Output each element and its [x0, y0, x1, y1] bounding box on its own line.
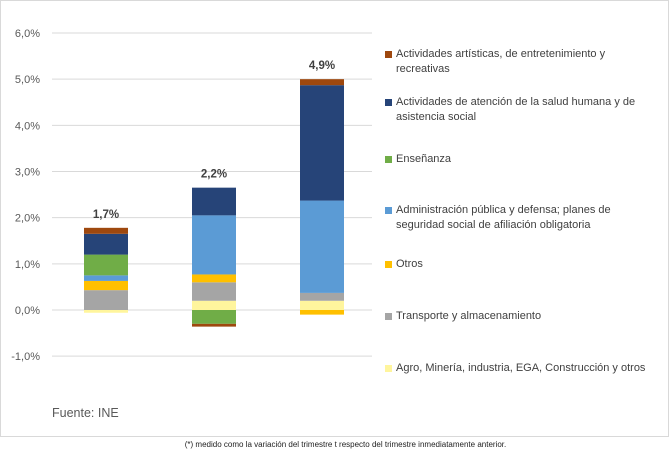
legend-label: Enseñanza	[396, 153, 452, 165]
legend-label: Actividades de atención de la salud huma…	[396, 96, 636, 123]
legend-item: Agro, Minería, industria, EGA, Construcc…	[385, 361, 655, 376]
y-tick-label: 6,0%	[15, 28, 40, 40]
bar-segment	[192, 323, 236, 327]
bar-segment	[84, 280, 128, 291]
bar-segment	[300, 292, 344, 301]
chart-plot: -1,0% 0,0% 1,0% 2,0% 3,0% 4,0% 5,0% 6,0% 1,7% 2,2…	[11, 28, 372, 363]
bar-segment	[84, 290, 128, 310]
legend-label: Administración pública y defensa; planes…	[396, 204, 611, 231]
bar-segment	[300, 300, 344, 310]
bar-segment	[84, 227, 128, 234]
y-tick-label: -1,0%	[11, 351, 40, 363]
total-data-label: 1,7%	[93, 209, 119, 221]
y-tick-label: 0,0%	[15, 305, 40, 317]
legend-swatch	[385, 313, 392, 320]
bar-segment	[192, 310, 236, 324]
legend-label: Otros	[396, 258, 423, 270]
legend-swatch	[385, 365, 392, 372]
legend-item: Otros	[385, 257, 655, 272]
bar-segment	[84, 233, 128, 255]
y-tick-label: 2,0%	[15, 213, 40, 225]
legend-label: Agro, Minería, industria, EGA, Construcc…	[396, 362, 646, 374]
legend-item: Actividades de atención de la salud huma…	[385, 95, 655, 125]
total-data-label: 4,9%	[309, 60, 335, 72]
legend-swatch	[385, 156, 392, 163]
y-tick-label: 4,0%	[15, 120, 40, 132]
bar-segment	[192, 300, 236, 310]
footnote: (*) medido como la variación del trimest…	[184, 440, 507, 449]
legend-swatch	[385, 261, 392, 268]
bar-segment	[192, 274, 236, 283]
legend-item: Administración pública y defensa; planes…	[385, 203, 655, 233]
bar-segment	[84, 254, 128, 276]
y-tick-label: 1,0%	[15, 259, 40, 271]
legend-item: Actividades artísticas, de entretenimien…	[385, 47, 655, 77]
bar-segment	[192, 282, 236, 301]
legend-label: Actividades artísticas, de entretenimien…	[396, 48, 606, 75]
legend-label: Transporte y almacenamiento	[396, 310, 542, 322]
bar-segment	[192, 215, 236, 275]
y-tick-label: 3,0%	[15, 167, 40, 179]
legend-swatch	[385, 99, 392, 106]
bar-segment	[300, 85, 344, 201]
legend-item: Enseñanza	[385, 152, 655, 167]
source-note: Fuente: INE	[52, 406, 119, 420]
legend-swatch	[385, 207, 392, 214]
legend-swatch	[385, 51, 392, 58]
bar-segment	[300, 310, 344, 315]
bar-segment	[300, 200, 344, 293]
total-data-label: 2,2%	[201, 169, 227, 181]
legend-item: Transporte y almacenamiento	[385, 309, 655, 324]
bar-segment	[84, 275, 128, 281]
bar-segment	[300, 79, 344, 86]
bar-segment	[192, 187, 236, 216]
y-tick-label: 5,0%	[15, 74, 40, 86]
bar-segment	[84, 310, 128, 313]
